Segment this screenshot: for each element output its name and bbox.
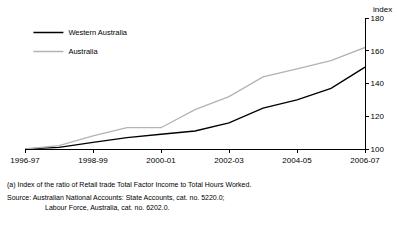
svg-text:Australia: Australia	[68, 47, 98, 56]
svg-text:1998-99: 1998-99	[78, 156, 108, 165]
svg-text:1996-97: 1996-97	[10, 156, 40, 165]
svg-text:2002-03: 2002-03	[214, 156, 244, 165]
svg-text:Western Australia: Western Australia	[68, 28, 127, 37]
svg-text:2006-07: 2006-07	[350, 156, 380, 165]
svg-text:140: 140	[371, 79, 385, 88]
svg-text:Source: Australian National Ac: Source: Australian National Accounts: St…	[7, 194, 225, 201]
svg-text:160: 160	[371, 47, 385, 56]
svg-text:2000-01: 2000-01	[146, 156, 176, 165]
svg-text:2004-05: 2004-05	[282, 156, 312, 165]
svg-text:(a) Index of the ratio of Reta: (a) Index of the ratio of Retail trade T…	[7, 181, 251, 189]
svg-text:Labour Force, Australia, cat.: Labour Force, Australia, cat. no. 6202.0…	[45, 204, 170, 211]
svg-text:100: 100	[371, 145, 385, 154]
svg-text:index: index	[373, 5, 392, 14]
svg-text:180: 180	[371, 14, 385, 23]
svg-text:120: 120	[371, 112, 385, 121]
